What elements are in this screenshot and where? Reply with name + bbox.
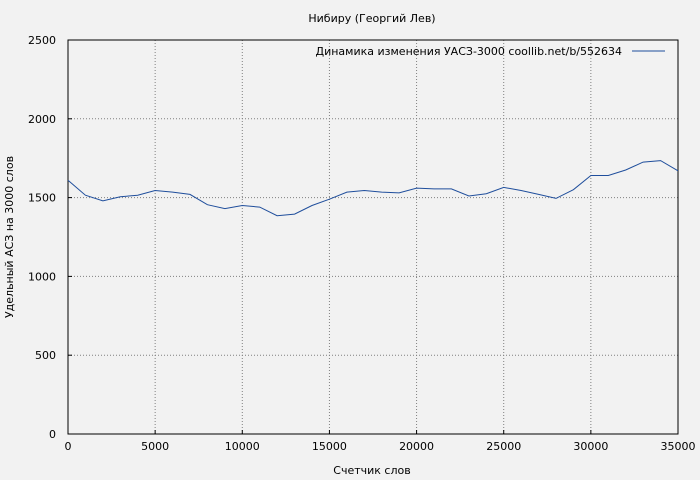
x-tick-label: 20000: [399, 440, 434, 453]
plot-area-frame: [67, 39, 679, 435]
x-tick-label: 30000: [573, 440, 608, 453]
y-tick-label: 0: [49, 428, 56, 441]
series-group: [67, 160, 679, 217]
y-axis-label: Удельный АСЗ на 3000 слов: [3, 156, 16, 318]
x-tick-label: 35000: [661, 440, 696, 453]
legend: Динамика изменения УАСЗ-3000 coollib.net…: [316, 45, 665, 58]
y-tick-label: 2500: [28, 34, 56, 47]
x-tick-label: 0: [65, 440, 72, 453]
x-tick-label: 25000: [486, 440, 521, 453]
y-tick-label: 1500: [28, 192, 56, 205]
y-tick-label: 2000: [28, 113, 56, 126]
series-line-0: [67, 160, 679, 217]
legend-entry-label: Динамика изменения УАСЗ-3000 coollib.net…: [316, 45, 623, 58]
axis-ticks: 0 5000 10000 15000 20000 25000 30000 35000 0 500 1…: [28, 34, 696, 453]
x-tick-label: 15000: [312, 440, 347, 453]
x-axis-label: Счетчик слов: [333, 464, 410, 477]
x-tick-label: 5000: [141, 440, 169, 453]
chart-title: Нибиру (Георгий Лев): [308, 12, 435, 25]
grid-lines: [68, 40, 678, 434]
x-tick-label: 10000: [225, 440, 260, 453]
y-tick-label: 500: [35, 349, 56, 362]
y-tick-label: 1000: [28, 270, 56, 283]
